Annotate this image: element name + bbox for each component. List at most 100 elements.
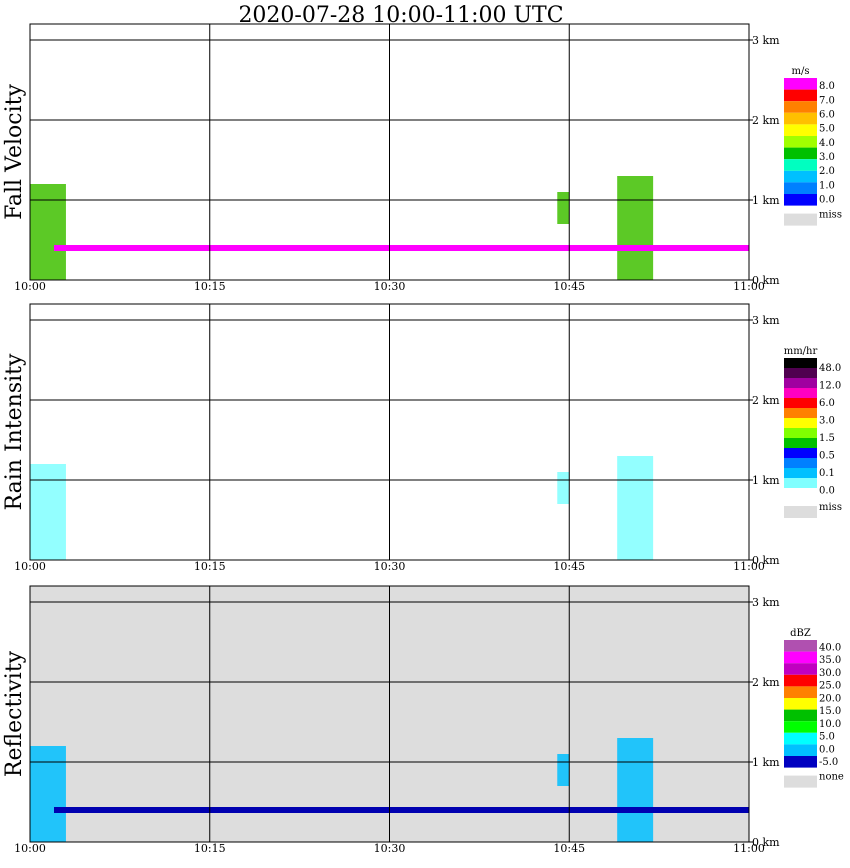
colorbar-miss-label: none bbox=[819, 772, 844, 783]
colorbar-bin bbox=[784, 101, 817, 113]
x-tick-label: 10:30 bbox=[374, 842, 406, 855]
x-tick-label: 10:15 bbox=[194, 280, 226, 293]
colorbar-label: 4.0 bbox=[819, 138, 835, 149]
colorbar-miss-swatch bbox=[784, 213, 817, 226]
colorbar-bin bbox=[784, 488, 817, 498]
colorbar-bin bbox=[784, 378, 817, 388]
colorbar-miss-swatch bbox=[784, 775, 817, 788]
x-tick-label: 10:45 bbox=[553, 842, 585, 855]
y-tick-label: 2 km bbox=[752, 114, 780, 127]
colorbar-label: 5.0 bbox=[819, 732, 835, 743]
bright-band bbox=[54, 807, 749, 813]
echo-region bbox=[30, 184, 66, 280]
colorbar-bin bbox=[784, 686, 817, 698]
colorbar-label: 40.0 bbox=[819, 642, 841, 653]
echo-region bbox=[30, 464, 66, 560]
y-tick-label: 1 km bbox=[752, 756, 780, 769]
colorbar-label: 2.0 bbox=[819, 166, 835, 177]
y-tick-label: 1 km bbox=[752, 474, 780, 487]
colorbar-label: 30.0 bbox=[819, 668, 841, 679]
colorbar-bin bbox=[784, 398, 817, 408]
y-tick-label: 0 km bbox=[752, 836, 780, 849]
colorbar-label: 35.0 bbox=[819, 655, 841, 666]
x-tick-label: 10:00 bbox=[14, 280, 46, 293]
y-tick-label: 1 km bbox=[752, 194, 780, 207]
colorbar-label: 15.0 bbox=[819, 706, 841, 717]
colorbar-miss-swatch bbox=[784, 506, 817, 518]
echo-region bbox=[30, 746, 66, 842]
colorbar-bin bbox=[784, 448, 817, 458]
x-tick-label: 10:30 bbox=[374, 560, 406, 573]
echo-region bbox=[557, 472, 570, 504]
colorbar-label: 20.0 bbox=[819, 693, 841, 704]
colorbar-bin bbox=[784, 674, 817, 687]
echo-region bbox=[617, 176, 654, 280]
colorbar-label: 48.0 bbox=[819, 363, 841, 374]
x-tick-label: 10:15 bbox=[194, 842, 226, 855]
echo-region bbox=[617, 456, 654, 560]
colorbar-label: -5.0 bbox=[819, 757, 838, 768]
colorbar-bin bbox=[784, 358, 817, 368]
colorbar-bin bbox=[784, 136, 817, 148]
colorbar-bin bbox=[784, 89, 817, 102]
colorbar-bin bbox=[784, 698, 817, 710]
colorbar-label: 6.0 bbox=[819, 109, 835, 120]
colorbar-label: 12.0 bbox=[819, 380, 841, 391]
y-tick-label: 0 km bbox=[752, 554, 780, 567]
colorbar-label: 1.0 bbox=[819, 180, 835, 191]
x-tick-label: 10:00 bbox=[14, 842, 46, 855]
colorbar-bin bbox=[784, 159, 817, 171]
colorbar-bin bbox=[784, 709, 817, 722]
x-tick-label: 10:45 bbox=[553, 560, 585, 573]
plot-frame bbox=[29, 23, 750, 281]
colorbar-label: 3.0 bbox=[819, 152, 835, 163]
colorbar-bin bbox=[784, 170, 817, 183]
colorbar-bin bbox=[784, 663, 817, 675]
colorbar-bin bbox=[784, 468, 817, 478]
colorbar-bin bbox=[784, 124, 817, 136]
colorbar-bin bbox=[784, 721, 817, 733]
y-tick-label: 3 km bbox=[752, 596, 780, 609]
plot-frame bbox=[29, 585, 750, 843]
colorbar-miss-label: miss bbox=[819, 502, 842, 513]
x-tick-label: 11:00 bbox=[733, 280, 765, 293]
colorbar-label: 0.5 bbox=[819, 450, 835, 461]
rain-intensity-panel: 0 km 1 km 2 km 3 km 10:00 10:15 10:30 10:45 11:0… bbox=[2, 303, 842, 573]
colorbar-miss-label: miss bbox=[819, 210, 842, 221]
y-axis-label: Rain Intensity bbox=[2, 353, 27, 510]
colorbar-bin bbox=[784, 78, 817, 90]
y-tick-label: 2 km bbox=[752, 676, 780, 689]
x-tick-label: 10:00 bbox=[14, 560, 46, 573]
x-tick-label: 10:15 bbox=[194, 560, 226, 573]
echo-region bbox=[617, 738, 654, 842]
colorbar-label: 5.0 bbox=[819, 124, 835, 135]
colorbar-label: 7.0 bbox=[819, 95, 835, 106]
y-tick-label: 3 km bbox=[752, 314, 780, 327]
colorbar-label: 25.0 bbox=[819, 681, 841, 692]
colorbar-label: 6.0 bbox=[819, 398, 835, 409]
y-tick-label: 2 km bbox=[752, 394, 780, 407]
y-axis-label: Fall Velocity bbox=[2, 84, 27, 220]
y-tick-label: 0 km bbox=[752, 274, 780, 287]
reflectivity-panel: 0 km 1 km 2 km 3 km 10:00 10:15 10:30 10:45 11:0… bbox=[2, 585, 844, 855]
colorbar-bin bbox=[784, 428, 817, 438]
x-tick-label: 11:00 bbox=[733, 842, 765, 855]
colorbar-unit: dBZ bbox=[790, 628, 811, 639]
colorbar-bin bbox=[784, 744, 817, 756]
colorbar-bin bbox=[784, 112, 817, 125]
colorbar-label: 8.0 bbox=[819, 81, 835, 92]
colorbar-label: 0.0 bbox=[819, 195, 835, 206]
colorbar-label: 10.0 bbox=[819, 719, 841, 730]
plot-frame bbox=[29, 303, 750, 561]
colorbar-label: 1.5 bbox=[819, 433, 835, 444]
colorbar-bin bbox=[784, 182, 817, 194]
bright-band bbox=[54, 245, 749, 251]
colorbar-label: 0.1 bbox=[819, 468, 835, 479]
colorbar-bin bbox=[784, 388, 817, 398]
colorbar-bin bbox=[784, 194, 817, 206]
colorbar-bin bbox=[784, 756, 817, 768]
colorbar-bin bbox=[784, 418, 817, 428]
colorbar-bin bbox=[784, 651, 817, 664]
colorbar-unit: m/s bbox=[792, 66, 810, 77]
